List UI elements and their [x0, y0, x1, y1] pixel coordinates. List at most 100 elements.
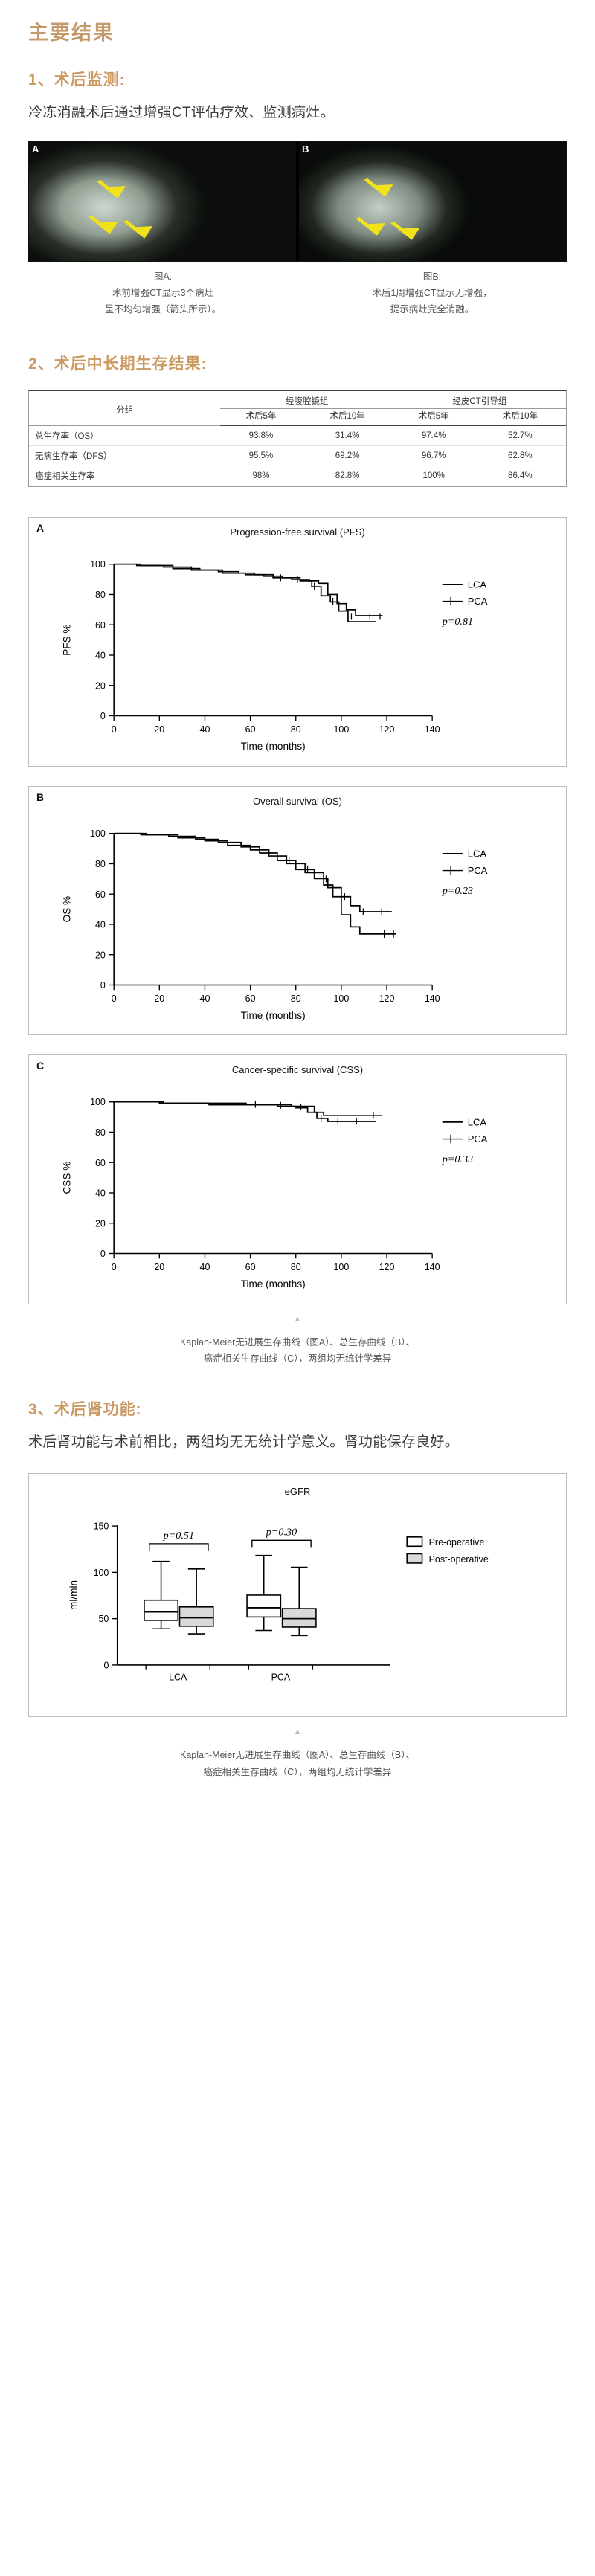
km-a-series-pca — [114, 564, 376, 623]
xtick-140: 140 — [425, 725, 440, 735]
legend-b-pca: PCA — [468, 865, 488, 876]
km-chart-css: 0 20 40 60 80 100 0 20 40 60 80 100 120 … — [61, 1097, 488, 1289]
b-ytick-0: 0 — [100, 980, 106, 991]
xtick-20: 20 — [154, 725, 164, 735]
legend-b-lca: LCA — [468, 848, 487, 859]
ct-caption-a: 图A. 术前增强CT显示3个病灶 呈不均匀增强（箭头所示）。 — [28, 269, 298, 318]
row-label-os: 总生存率（OS） — [29, 425, 221, 447]
collapse-marker: ▲ — [293, 1314, 302, 1324]
survival-table-head: 分组 经腹腔镜组 经皮CT引导组 术后5年 术后10年 术后5年 术后10年 — [29, 391, 566, 427]
cell-dfs-pca-5y: 96.7% — [393, 445, 475, 467]
b-ytick-40: 40 — [95, 919, 106, 930]
ct-panel-b: B — [299, 141, 566, 261]
ct-caption-a-line1: 术前增强CT显示3个病灶 — [112, 287, 214, 298]
chart-a-pvalue: p=0.81 — [442, 616, 473, 628]
ct-caption-b-line2: 提示病灶完全消融。 — [390, 303, 475, 315]
b-xtick-140: 140 — [425, 994, 440, 1004]
ct-image-figure: A B — [28, 141, 567, 262]
ct-scan-b-image — [299, 141, 566, 261]
ct-caption-a-title: 图A. — [153, 271, 173, 282]
box-pca-pre — [246, 1555, 282, 1632]
cell-css-lca-10y: 82.8% — [301, 466, 393, 487]
km-c-series-lca — [114, 1101, 383, 1116]
km-a-series-lca — [114, 564, 383, 617]
ytick-40: 40 — [95, 651, 106, 661]
km-b-series-lca — [114, 832, 392, 912]
ytick-60: 60 — [95, 620, 106, 631]
chart-a-title: Progression-free survival (PFS) — [230, 527, 365, 538]
chart-d-title: eGFR — [284, 1486, 311, 1498]
b-xtick-0: 0 — [112, 994, 117, 1004]
km-c-legend: LCA PCA p=0.33 — [442, 1117, 488, 1166]
ct-caption-b-title: 图B: — [422, 271, 442, 282]
survival-table-group-row: 分组 经腹腔镜组 经皮CT引导组 — [29, 391, 566, 427]
cell-dfs-lca-5y: 95.5% — [220, 445, 302, 467]
c-ytick-40: 40 — [95, 1188, 106, 1199]
ct-panel-a: A — [29, 141, 296, 261]
survival-table-wrapper: 分组 经腹腔镜组 经皮CT引导组 术后5年 术后10年 术后5年 术后10年 总… — [28, 390, 567, 488]
cell-os-pca-5y: 97.4% — [393, 425, 475, 447]
box-lca-pre — [144, 1561, 179, 1630]
b-xtick-80: 80 — [291, 994, 301, 1004]
xtick-40: 40 — [200, 725, 210, 735]
section-3-heading: 3、术后肾功能: — [28, 1400, 142, 1418]
b-xtick-40: 40 — [200, 994, 210, 1004]
legend-d-pre: Pre-operative — [429, 1537, 485, 1548]
chart-c-pvalue: p=0.33 — [442, 1153, 473, 1165]
km-a-axes: 0 20 40 60 80 100 0 20 40 60 80 100 120 … — [61, 560, 440, 753]
page-title: 主要结果 — [28, 22, 115, 44]
cell-dfs-lca-10y: 69.2% — [301, 445, 393, 467]
egfr-legend: Pre-operative Post-operative — [406, 1536, 489, 1565]
d-ytick-0: 0 — [103, 1661, 109, 1671]
egfr-pvalue-pca: p=0.30 — [266, 1527, 297, 1539]
chart-b-pvalue: p=0.23 — [442, 885, 473, 897]
d-xtick-pca: PCA — [271, 1672, 291, 1683]
ytick-100: 100 — [90, 560, 106, 570]
chart-a-xlabel: Time (months) — [241, 741, 306, 752]
d-ytick-150: 150 — [94, 1522, 109, 1532]
ct-figure-captions: 图A. 术前增强CT显示3个病灶 呈不均匀增强（箭头所示）。 图B: 术后1周增… — [28, 269, 567, 318]
km-c-series-pca2 — [114, 1101, 376, 1122]
km-c-axes: 0 20 40 60 80 100 0 20 40 60 80 100 120 … — [61, 1097, 440, 1289]
xtick-120: 120 — [379, 725, 395, 735]
chart-card-egfr: eGFR 0 50 100 150 ml/min — [28, 1473, 567, 1718]
ct-panel-a-label: A — [32, 143, 39, 155]
document-page: 主要结果 1、术后监测: 冷冻消融术后通过增强CT评估疗效、监测病灶。 A B — [0, 16, 595, 1810]
d-ytick-100: 100 — [94, 1568, 109, 1578]
collapse-marker-2: ▲ — [293, 1727, 302, 1737]
col-lca-5y: 术后5年 — [220, 408, 302, 427]
c-ytick-20: 20 — [95, 1218, 106, 1229]
d-ytick-50: 50 — [99, 1614, 109, 1624]
b-xtick-60: 60 — [245, 994, 256, 1004]
b-xtick-100: 100 — [333, 994, 349, 1004]
c-ytick-100: 100 — [90, 1097, 106, 1107]
ct-scan-a-image — [29, 141, 296, 261]
table-row: 无病生存率（DFS） 95.5% 69.2% 96.7% 62.8% — [29, 445, 566, 467]
survival-table-body: 总生存率（OS） 93.8% 31.4% 97.4% 52.7% 无病生存率（D… — [29, 425, 566, 487]
cell-css-pca-5y: 100% — [393, 466, 475, 487]
b-ytick-80: 80 — [95, 859, 106, 869]
table-row: 总生存率（OS） 93.8% 31.4% 97.4% 52.7% — [29, 425, 566, 447]
km-b-legend: LCA PCA p=0.23 — [442, 848, 488, 897]
km-chart-os: 0 20 40 60 80 100 0 20 40 60 80 100 120 … — [61, 828, 488, 1021]
col-group-lca: 经腹腔镜组 — [220, 391, 393, 410]
chart-c-panel-letter: C — [36, 1060, 45, 1072]
survival-rate-table: 分组 经腹腔镜组 经皮CT引导组 术后5年 术后10年 术后5年 术后10年 总… — [29, 391, 566, 487]
cell-os-lca-10y: 31.4% — [301, 425, 393, 447]
row-label-dfs: 无病生存率（DFS） — [29, 445, 221, 467]
km-chart-pfs: 0 20 40 60 80 100 0 20 40 60 80 100 120 … — [61, 560, 488, 753]
cell-os-pca-10y: 52.7% — [474, 425, 566, 447]
ytick-0: 0 — [100, 711, 106, 721]
c-ytick-80: 80 — [95, 1127, 106, 1138]
km-note-line2: 癌症相关生存曲线（C），两组均无统计学差异 — [203, 1353, 392, 1365]
legend-a-pca: PCA — [468, 596, 488, 607]
chart-c-xlabel: Time (months) — [241, 1278, 306, 1289]
col-lca-10y: 术后10年 — [301, 408, 393, 427]
xtick-0: 0 — [112, 725, 117, 735]
egfr-note-line2: 癌症相关生存曲线（C），两组均无统计学差异 — [203, 1766, 392, 1777]
col-group: 分组 — [29, 391, 221, 427]
c-xtick-100: 100 — [333, 1262, 349, 1272]
km-a-legend: LCA PCA p=0.81 — [442, 579, 488, 628]
col-pca-10y: 术后10年 — [474, 408, 566, 427]
km-c-series-pca — [114, 1101, 278, 1107]
